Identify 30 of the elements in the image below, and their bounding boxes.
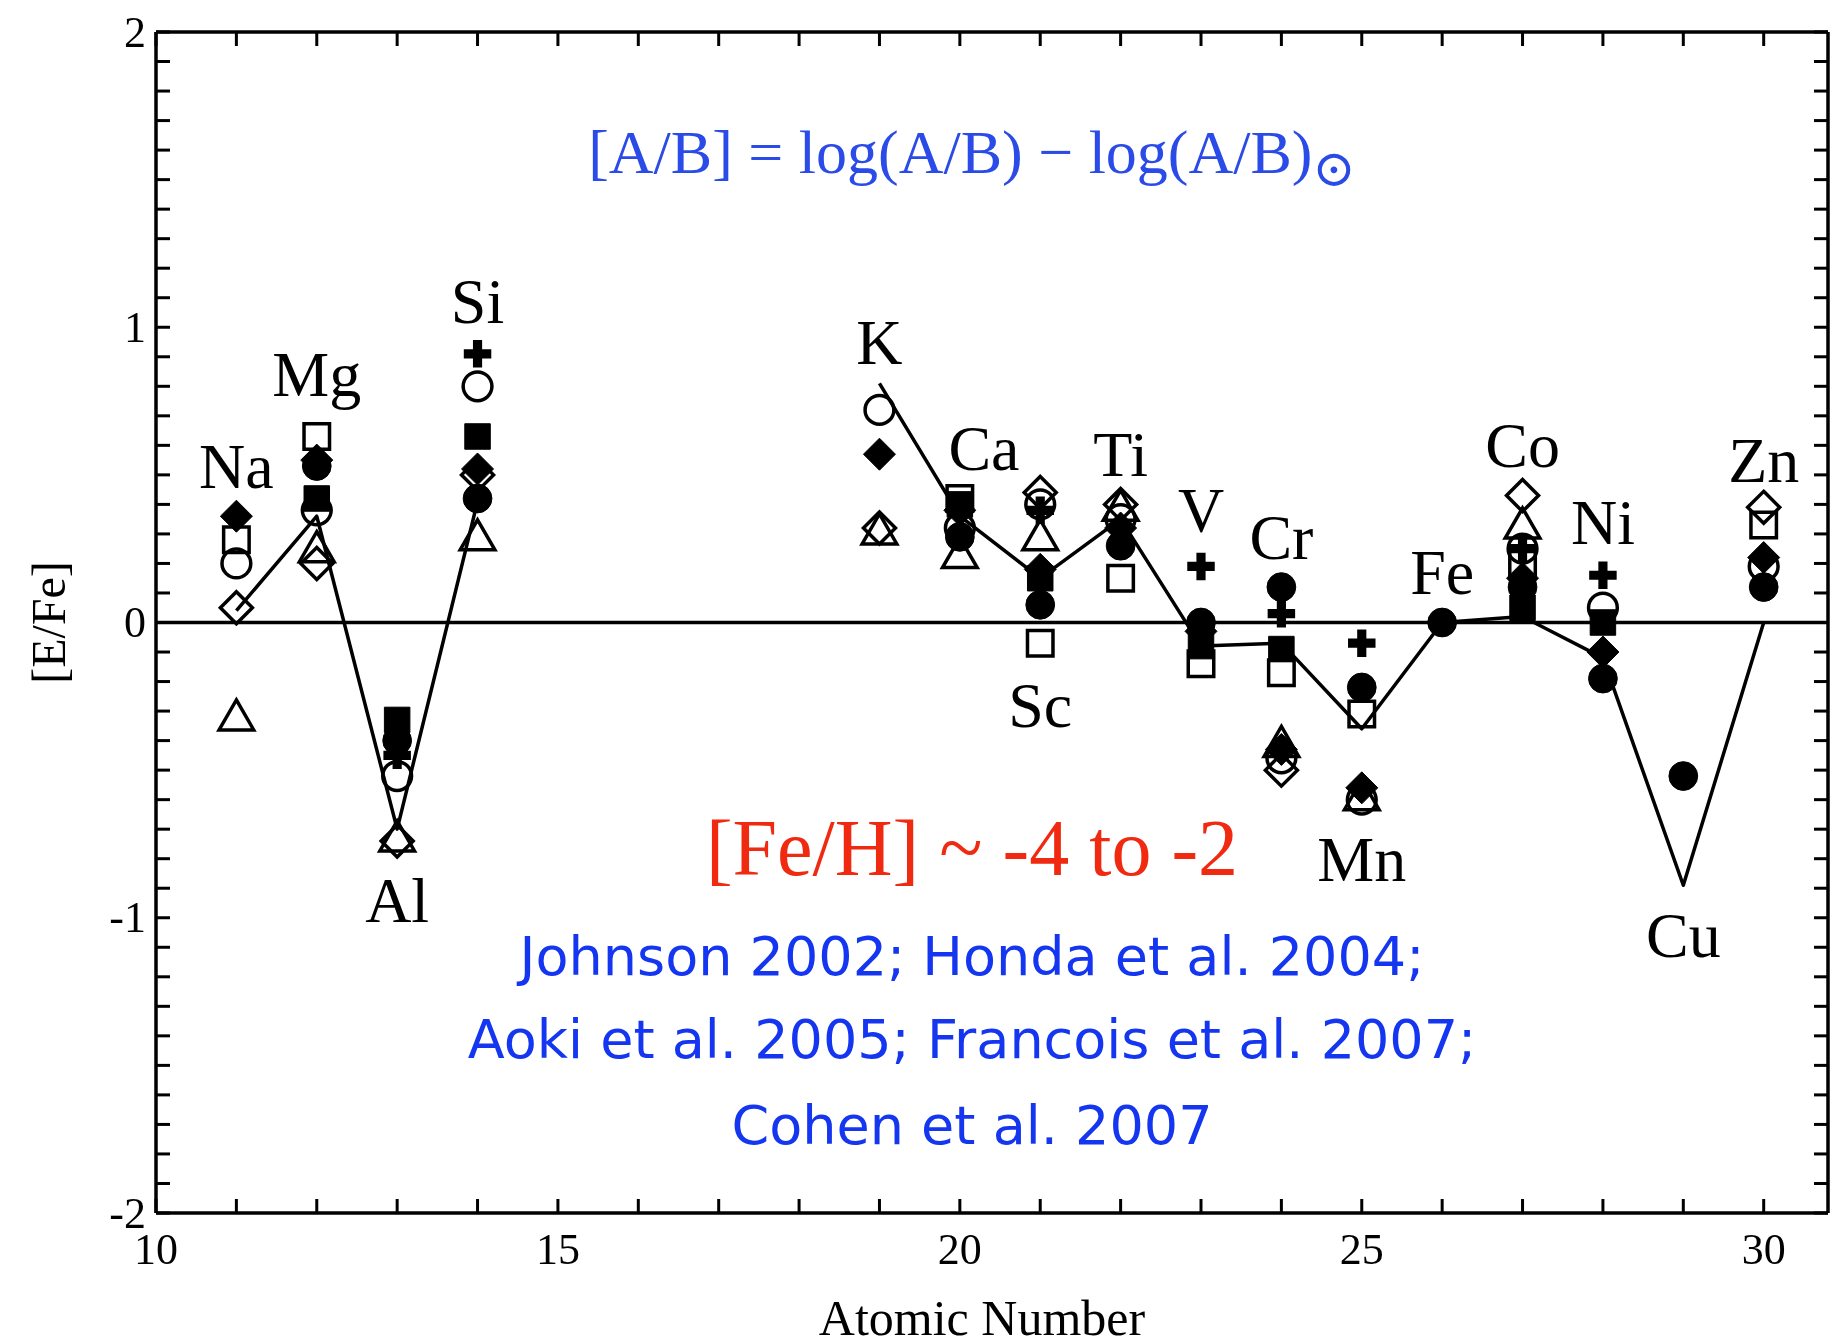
y-tick-label: 2 — [124, 7, 146, 57]
y-axis-title: [E/Fe] — [21, 561, 75, 684]
annotation: [A/B] = log(A/B) − log(A/B)$_{⊙}$ — [587, 117, 1357, 200]
annotation: Na — [199, 430, 274, 502]
annotation: Ca — [948, 412, 1020, 484]
annotation: [Fe/H] ~ -4 to -2 — [705, 804, 1239, 892]
x-tick-label: 30 — [1741, 1224, 1786, 1274]
y-tick-label: -1 — [109, 893, 146, 943]
annotation: K — [856, 306, 903, 378]
annotation: Mg — [272, 338, 362, 410]
annotation: Sc — [1008, 669, 1073, 741]
annotation: Cr — [1249, 501, 1314, 573]
annotation: V — [1177, 474, 1225, 546]
annotation: Al — [365, 864, 430, 936]
annotation: Ti — [1093, 418, 1148, 490]
y-tick-label: 0 — [124, 598, 146, 647]
annotation: Fe — [1410, 536, 1475, 608]
annotation: Co — [1485, 409, 1560, 481]
annotation: Cu — [1645, 899, 1721, 971]
annotation: Aoki et al. 2005; Francois et al. 2007; — [466, 1008, 1478, 1073]
x-tick-label: 15 — [535, 1224, 580, 1274]
x-tick-label: 20 — [937, 1224, 982, 1274]
annotation: Cohen et al. 2007 — [730, 1094, 1214, 1159]
x-axis-title: Atomic Number — [818, 1290, 1146, 1340]
annotation: Ni — [1570, 486, 1635, 558]
annotation: Si — [450, 265, 505, 337]
y-tick-label: 1 — [124, 302, 146, 352]
annotation: Mn — [1317, 823, 1407, 895]
annotation: Zn — [1728, 424, 1800, 496]
x-tick-label: 25 — [1339, 1224, 1384, 1274]
